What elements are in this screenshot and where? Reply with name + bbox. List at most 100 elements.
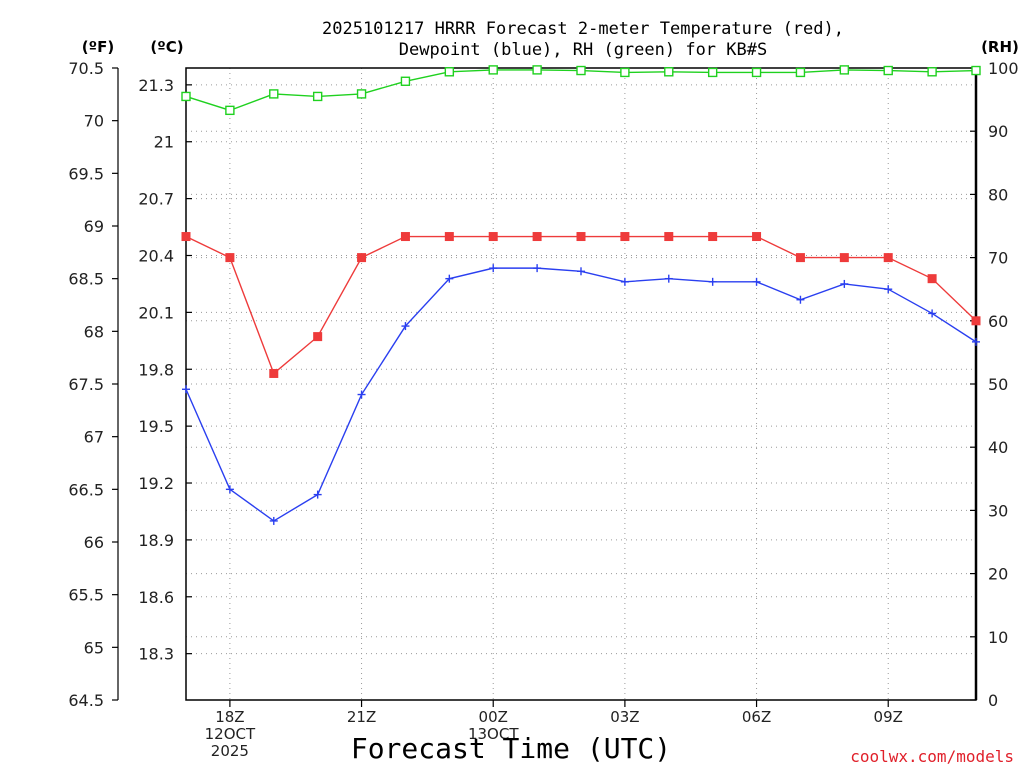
rh-point (576, 65, 586, 76)
fahrenheit-tick-label: 69 (84, 217, 104, 236)
rh-point (751, 67, 762, 78)
rh-point (664, 67, 674, 77)
rh-tick-label: 40 (988, 438, 1008, 457)
temperature-point (883, 253, 893, 263)
fahrenheit-tick-label: 70.5 (68, 59, 104, 78)
rh-point (795, 67, 806, 78)
rh-point (225, 105, 235, 116)
rh-tick-label: 20 (988, 565, 1008, 584)
rh-tick-label: 30 (988, 501, 1008, 520)
temperature-point (971, 316, 981, 326)
celsius-tick-label: 19.2 (138, 474, 174, 493)
rh-point (400, 76, 411, 86)
series (181, 65, 981, 525)
temperature-point (269, 368, 279, 378)
rh-point (883, 65, 893, 76)
rh-tick-label: 90 (988, 122, 1008, 141)
credit-link[interactable]: coolwx.com/models (850, 747, 1014, 766)
rh-tick-label: 80 (988, 185, 1008, 204)
fahrenheit-tick-label: 67 (84, 428, 104, 447)
celsius-tick-label: 18.9 (138, 531, 174, 550)
dewpoint-point (928, 309, 937, 318)
fahrenheit-tick-label: 66 (84, 533, 104, 552)
gridlines (186, 68, 976, 700)
celsius-tick-label: 18.3 (138, 645, 174, 664)
temperature-line (185, 235, 977, 375)
tick-labels: 64.5 65 65.5 66 66.5 67 67.5 68 68.5 69 69.5 70 70.5… (68, 59, 1018, 760)
dewpoint-point (972, 337, 980, 346)
rh-point (181, 91, 191, 102)
rh-point (707, 67, 718, 78)
x-tick-label: 18Z (215, 708, 244, 726)
x-tick-label: 00Z (479, 708, 508, 726)
rh-point (620, 67, 630, 78)
rh-point (532, 65, 542, 75)
dewpoint-point (357, 390, 366, 399)
celsius-tick-label: 18.6 (138, 588, 174, 607)
x-tick-label: 2025 (211, 742, 249, 760)
x-tick-label: 13OCT (468, 725, 519, 743)
celsius-tick-label: 21.3 (138, 76, 174, 95)
fahrenheit-tick-label: 70 (84, 112, 104, 131)
celsius-unit-label: (ºC) (150, 38, 183, 56)
celsius-tick-label: 21 (154, 133, 174, 152)
fahrenheit-tick-label: 67.5 (68, 375, 104, 394)
rh-unit-label: (RH) (981, 38, 1019, 56)
dewpoint-point (269, 516, 278, 525)
celsius-tick-label: 20.1 (138, 303, 174, 322)
dewpoint-point (708, 277, 717, 286)
dewpoint-point (796, 295, 805, 304)
dewpoint-point (313, 490, 322, 499)
rh-tick-label: 70 (988, 249, 1008, 268)
axes (112, 67, 978, 707)
temperature-point (708, 232, 718, 242)
temperature-point (357, 253, 367, 263)
temperature-point (576, 232, 586, 242)
temperature-point (664, 232, 674, 242)
dewpoint-point (752, 277, 761, 286)
temperature-point (532, 232, 542, 242)
temperature-point (488, 232, 498, 242)
rh-point (312, 91, 323, 102)
celsius-tick-label: 20.4 (138, 246, 174, 265)
rh-point (269, 89, 279, 99)
temperature-point (225, 253, 235, 263)
temperature-point (400, 232, 410, 242)
rh-tick-label: 50 (988, 375, 1008, 394)
x-tick-label: 12OCT (205, 725, 256, 743)
temperature-point (444, 232, 454, 242)
chart-title: 2025101217 HRRR Forecast 2-meter Tempera… (322, 19, 844, 39)
temperature-point (752, 232, 762, 242)
dewpoint-point (489, 264, 498, 273)
fahrenheit-tick-label: 65 (84, 638, 104, 657)
chart-subtitle: Dewpoint (blue), RH (green) for KB#S (399, 40, 767, 60)
dewpoint-point (620, 277, 629, 286)
rh-tick-label: 10 (988, 628, 1008, 647)
dewpoint-point (225, 485, 234, 494)
celsius-tick-label: 19.5 (138, 417, 174, 436)
temperature-point (181, 232, 191, 242)
fahrenheit-tick-label: 65.5 (68, 586, 104, 605)
dewpoint-point (664, 274, 673, 283)
dewpoint-point (401, 322, 410, 331)
dewpoint-point (533, 264, 542, 273)
rh-tick-label: 0 (988, 691, 998, 710)
rh-point (356, 89, 367, 99)
temperature-point (313, 332, 323, 342)
fahrenheit-unit-label: (ºF) (82, 38, 114, 56)
celsius-tick-label: 20.7 (138, 190, 174, 209)
dewpoint-point (445, 274, 454, 283)
x-tick-label: 21Z (347, 708, 376, 726)
x-tick-label: 09Z (874, 708, 903, 726)
rh-point (971, 65, 981, 76)
temperature-point (927, 274, 937, 284)
rh-line (185, 69, 977, 112)
temperature-point (839, 253, 849, 263)
fahrenheit-tick-label: 64.5 (68, 691, 104, 710)
rh-point (839, 65, 850, 75)
x-tick-label: 03Z (610, 708, 639, 726)
fahrenheit-tick-label: 66.5 (68, 480, 104, 499)
fahrenheit-tick-label: 68 (84, 322, 104, 341)
fahrenheit-tick-label: 68.5 (68, 270, 104, 289)
x-axis-label: Forecast Time (UTC) (351, 732, 671, 765)
